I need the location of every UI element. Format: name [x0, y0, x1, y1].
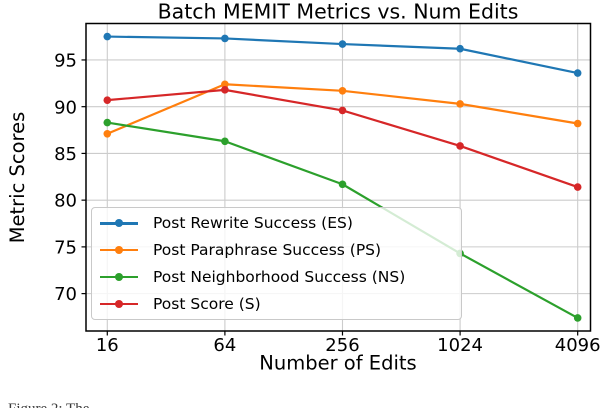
- x-tick-label: 64: [213, 335, 236, 356]
- legend: Post Rewrite Success (ES) Post Paraphrase…: [91, 207, 462, 320]
- legend-label: Post Neighborhood Success (NS): [153, 267, 406, 286]
- y-tick-label: 80: [54, 191, 77, 212]
- legend-item: Post Rewrite Success (ES): [100, 210, 457, 237]
- data-point: [573, 183, 582, 191]
- legend-line-marker-sample: [100, 272, 138, 282]
- y-tick-label: 85: [54, 144, 77, 165]
- legend-line-marker-sample: [100, 245, 138, 255]
- x-tick-label: 1024: [437, 335, 483, 356]
- data-series: [103, 32, 582, 322]
- data-point: [456, 44, 464, 53]
- data-point: [573, 69, 582, 77]
- data-point: [338, 86, 347, 95]
- figure-caption-clipped: Figure 2: The: [0, 402, 602, 408]
- legend-line-marker-sample: [100, 299, 138, 309]
- data-point: [103, 118, 112, 127]
- axes-spines-ticks: [81, 22, 592, 336]
- legend-item: Post Neighborhood Success (NS): [100, 264, 457, 291]
- y-axis-label: Metric Scores: [6, 112, 29, 244]
- data-point: [221, 137, 229, 146]
- legend-label: Post Paraphrase Success (PS): [153, 241, 382, 260]
- legend-marker-dot: [115, 299, 123, 308]
- plot-border: [85, 22, 592, 332]
- data-point: [338, 180, 347, 189]
- x-tick-label: 16: [96, 335, 119, 356]
- data-point: [221, 80, 229, 89]
- legend-marker-dot: [115, 246, 123, 255]
- data-point: [221, 86, 229, 94]
- y-tick-label: 70: [54, 284, 77, 305]
- chart-title: Batch MEMIT Metrics vs. Num Edits: [158, 0, 519, 24]
- data-point: [221, 34, 229, 43]
- y-tick-label: 90: [54, 97, 77, 118]
- x-tick-label: 4096: [555, 335, 601, 356]
- y-tick-label: 75: [54, 237, 77, 258]
- data-point: [103, 129, 112, 138]
- data-point: [338, 40, 347, 48]
- data-point: [456, 142, 464, 150]
- data-point: [456, 100, 464, 108]
- x-tick-label: 256: [325, 335, 359, 356]
- data-point: [573, 119, 582, 128]
- legend-marker-dot: [115, 219, 123, 228]
- legend-marker-dot: [115, 272, 123, 281]
- data-point: [338, 106, 347, 115]
- legend-label: Post Score (S): [153, 294, 261, 313]
- data-point: [103, 96, 112, 104]
- legend-line-marker-sample: [100, 218, 138, 228]
- data-point: [103, 32, 112, 41]
- legend-item: Post Paraphrase Success (PS): [100, 237, 457, 264]
- x-axis-label: Number of Edits: [259, 352, 416, 375]
- legend-item: Post Score (S): [100, 290, 457, 317]
- legend-label: Post Rewrite Success (ES): [153, 214, 353, 233]
- tick-labels: 70 75 80 85 90 95 16 64 256 1024 4096: [54, 51, 600, 356]
- y-tick-label: 95: [54, 51, 77, 72]
- data-point: [573, 314, 582, 322]
